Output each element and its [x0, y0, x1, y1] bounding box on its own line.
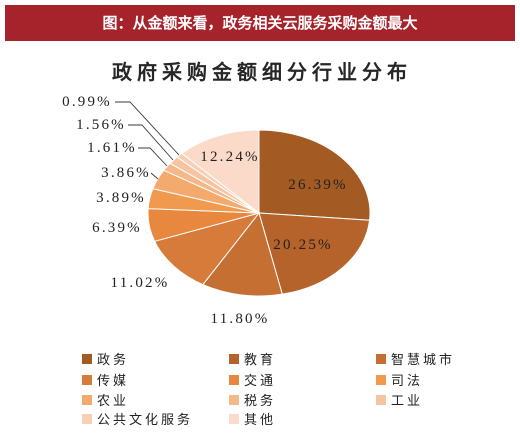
legend-label: 税务: [244, 393, 276, 409]
legend-label: 交通: [244, 373, 276, 389]
legend-swatch: [376, 354, 386, 364]
chart-title: 政府采购金额细分行业分布: [112, 60, 412, 84]
legend-swatch: [82, 414, 92, 424]
data-label-9: 0.99%: [62, 94, 112, 110]
leader-line-8: [128, 124, 174, 161]
legend-item-9: 公共文化服务: [82, 412, 193, 428]
legend-swatch: [229, 354, 239, 364]
legend-label: 司法: [391, 374, 423, 389]
pie-slice-2: [202, 211, 283, 297]
legend-label: 智慧城市: [391, 352, 455, 368]
legend-swatch: [376, 375, 386, 385]
leader-line-6: [150, 172, 159, 180]
legend-item-10: 其他: [229, 413, 276, 428]
legend-swatch: [376, 395, 386, 405]
pie-slice-1: [258, 212, 371, 295]
pie-slice-0: [258, 129, 371, 221]
legend-swatch: [82, 354, 92, 364]
legend-swatch: [229, 414, 239, 424]
legend-swatch: [229, 395, 239, 405]
legend-item-6: 农业: [82, 394, 129, 409]
data-label-0: 26.39%: [288, 177, 347, 193]
leader-line-9: [115, 101, 180, 156]
data-label-10: 12.24%: [200, 149, 259, 165]
pie-slice-3: [153, 212, 261, 286]
data-label-3: 11.02%: [111, 275, 170, 291]
pie-slices: [147, 129, 371, 297]
legend-swatch: [82, 395, 92, 405]
data-label-7: 1.61%: [87, 140, 137, 156]
data-label-1: 20.25%: [273, 237, 332, 253]
data-label-4: 6.39%: [92, 220, 142, 236]
legend-item-1: 教育: [229, 352, 276, 368]
legend-label: 公共文化服务: [97, 412, 193, 428]
legend-swatch: [82, 375, 92, 385]
data-label-2: 11.80%: [211, 311, 270, 327]
data-labels: 26.39% 20.25% 11.80% 11.02% 6.39% 3.89% 3.86% 1…: [62, 94, 347, 327]
leader-line-7: [138, 147, 168, 167]
data-label-8: 1.56%: [76, 117, 126, 133]
legend-swatch: [229, 375, 239, 385]
legend-label: 政务: [97, 352, 129, 368]
legend-item-2: 智慧城市: [376, 352, 455, 368]
legend-label: 其他: [244, 413, 276, 428]
legend-item-8: 工业: [376, 394, 423, 409]
legend-label: 工业: [391, 394, 423, 409]
data-label-6: 3.86%: [101, 165, 151, 181]
legend-item-7: 税务: [229, 393, 276, 409]
legend-label: 农业: [97, 394, 129, 409]
caption-text: 图：从金额来看，政务相关云服务采购金额最大: [102, 14, 417, 32]
pie-slice-10: [180, 129, 260, 215]
legend-label: 教育: [244, 352, 276, 368]
legend-item-5: 司法: [376, 374, 423, 389]
leader-lines: [115, 101, 180, 180]
caption-banner: [5, 5, 515, 41]
legend-item-4: 交通: [229, 373, 276, 389]
data-label-5: 3.89%: [96, 190, 146, 206]
legend-item-0: 政务: [82, 352, 129, 368]
legend-item-3: 传媒: [82, 374, 129, 389]
legend-label: 传媒: [97, 374, 129, 389]
